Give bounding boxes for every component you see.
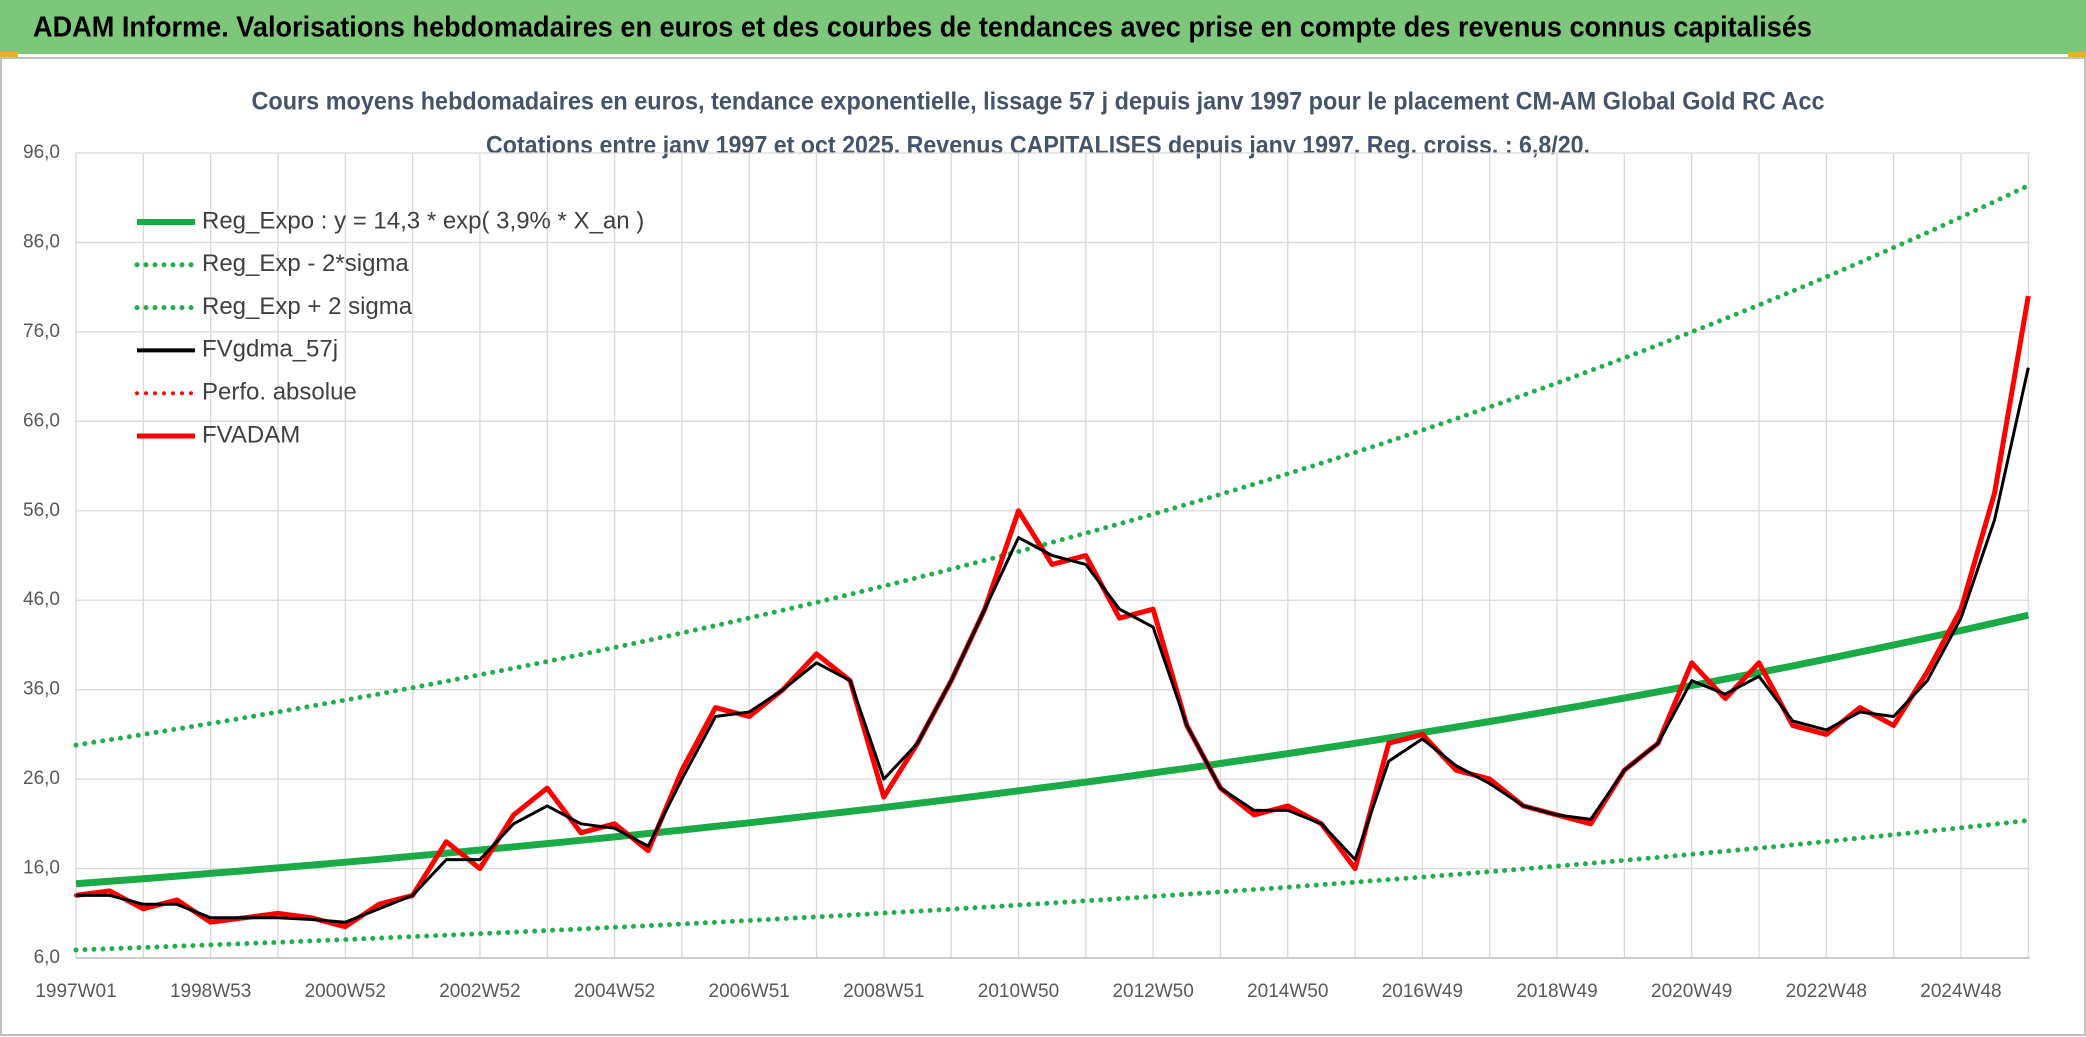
y-tick-label: 96,0 — [23, 142, 60, 163]
y-tick-label: 76,0 — [23, 321, 60, 342]
header-bar — [0, 0, 2086, 54]
chart-subtitle: Cotations entre janv 1997 et oct 2025. R… — [486, 132, 1590, 160]
series-line — [76, 367, 2030, 924]
chart-title: Cours moyens hebdomadaires en euros, ten… — [252, 88, 1825, 116]
y-tick-label: 6,0 — [34, 947, 60, 968]
x-tick-label: 2000W52 — [305, 981, 386, 1002]
y-tick-label: 46,0 — [23, 589, 60, 610]
grid: 6,0 16,0 26,0 36,0 46,0 56,0 66,0 76,0 86,0 96,0 1… — [23, 142, 2030, 1002]
lines — [73, 183, 2031, 953]
legend-label: FVADAM — [202, 421, 300, 448]
x-tick-label: 2010W50 — [978, 981, 1059, 1002]
x-tick-label: 2014W50 — [1247, 981, 1328, 1002]
y-tick-label: 26,0 — [23, 768, 60, 789]
x-tick-label: 2022W48 — [1786, 981, 1867, 1002]
legend: Reg_Expo : y = 14,3 * exp( 3,9% * X_an )… — [134, 207, 644, 448]
legend-label: Reg_Exp + 2 sigma — [202, 293, 413, 320]
series-line — [75, 611, 2030, 888]
x-tick-label: 1998W53 — [170, 981, 251, 1002]
legend-label: Perfo. absolue — [202, 379, 357, 406]
x-tick-label: 2004W52 — [574, 981, 655, 1002]
corner-mark — [2068, 52, 2086, 58]
x-tick-label: 2024W48 — [1920, 981, 2001, 1002]
x-tick-label: 2020W49 — [1651, 981, 1732, 1002]
x-tick-label: 2008W51 — [843, 981, 924, 1002]
y-tick-label: 86,0 — [23, 231, 60, 252]
x-tick-label: 2002W52 — [439, 981, 520, 1002]
legend-label: FVgdma_57j — [202, 336, 338, 363]
series-line — [73, 183, 2031, 748]
y-tick-label: 56,0 — [23, 500, 60, 521]
header-title: ADAM Informe. Valorisations hebdomadaire… — [33, 12, 1812, 44]
y-tick-label: 36,0 — [23, 679, 60, 700]
x-tick-label: 1997W01 — [35, 981, 116, 1002]
series-line — [73, 817, 2031, 953]
y-tick-label: 66,0 — [23, 410, 60, 431]
y-tick-label: 16,0 — [23, 858, 60, 879]
x-tick-label: 2018W49 — [1516, 981, 1597, 1002]
x-tick-label: 2016W49 — [1382, 981, 1463, 1002]
legend-label: Reg_Expo : y = 14,3 * exp( 3,9% * X_an ) — [202, 207, 644, 234]
corner-mark — [0, 52, 18, 58]
legend-label: Reg_Exp - 2*sigma — [202, 250, 409, 277]
x-tick-label: 2012W50 — [1112, 981, 1193, 1002]
x-tick-label: 2006W51 — [709, 981, 790, 1002]
